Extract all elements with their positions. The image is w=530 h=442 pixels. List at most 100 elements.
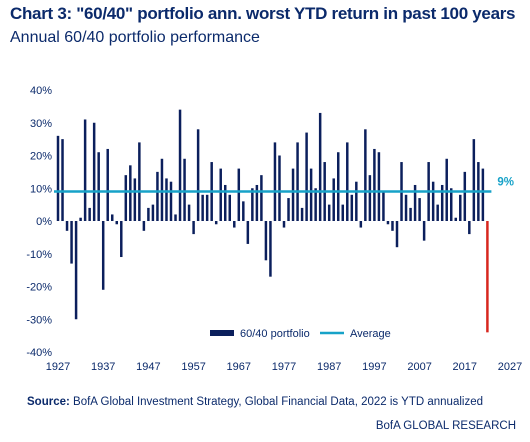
bar-2018 bbox=[468, 221, 471, 235]
x-tick-label: 1987 bbox=[317, 361, 341, 373]
average-label: 9% bbox=[497, 177, 514, 189]
bar-1957 bbox=[192, 221, 195, 235]
y-tick-label: -30% bbox=[26, 314, 52, 326]
bar-1935 bbox=[92, 122, 96, 221]
bar-2019 bbox=[472, 139, 476, 221]
bar-1941 bbox=[120, 221, 123, 258]
bar-1995 bbox=[364, 129, 367, 221]
legend-swatch-portfolio bbox=[210, 330, 234, 336]
bar-1960 bbox=[205, 194, 209, 221]
bar-1936 bbox=[97, 152, 100, 221]
bar-2011 bbox=[436, 204, 439, 221]
bar-1958 bbox=[196, 129, 200, 221]
bar-1966 bbox=[233, 221, 236, 228]
bar-1965 bbox=[228, 194, 232, 221]
bar-1975 bbox=[273, 142, 277, 221]
bar-1930 bbox=[70, 221, 73, 264]
bar-1947 bbox=[147, 207, 150, 221]
bar-1971 bbox=[255, 184, 259, 221]
bar-1993 bbox=[355, 181, 358, 221]
bar-1983 bbox=[309, 168, 313, 221]
x-axis: 1927 1937 1947 1957 1967 1977 1987 1997 2007 2017… bbox=[46, 361, 522, 373]
x-tick-label: 2007 bbox=[407, 361, 431, 373]
y-tick-label: 30% bbox=[30, 118, 52, 130]
bar-2001 bbox=[391, 221, 394, 231]
y-tick-label: 10% bbox=[30, 183, 52, 195]
bar-2006 bbox=[413, 184, 417, 221]
legend-label-average: Average bbox=[350, 328, 391, 340]
x-tick-label: 1927 bbox=[46, 361, 70, 373]
bars bbox=[56, 109, 489, 333]
bar-2004 bbox=[404, 194, 408, 221]
bar-1931 bbox=[74, 221, 78, 320]
bar-2017 bbox=[463, 171, 467, 221]
bar-1998 bbox=[377, 152, 381, 221]
bar-1953 bbox=[174, 214, 177, 221]
bar-1962 bbox=[214, 221, 218, 225]
bar-1992 bbox=[350, 194, 354, 221]
bar-2021 bbox=[481, 168, 485, 221]
bar-1973 bbox=[264, 221, 268, 261]
y-tick-label: -10% bbox=[26, 249, 52, 261]
bar-2005 bbox=[409, 207, 412, 221]
bar-1967 bbox=[237, 168, 241, 221]
bar-1990 bbox=[341, 204, 345, 221]
bar-1951 bbox=[165, 178, 168, 221]
bar-1955 bbox=[183, 158, 186, 221]
bar-1974 bbox=[269, 221, 272, 277]
bar-2010 bbox=[431, 181, 435, 221]
bar-1987 bbox=[327, 204, 331, 221]
y-tick-label: 0% bbox=[36, 216, 52, 228]
x-tick-label: 1967 bbox=[227, 361, 251, 373]
bar-1997 bbox=[373, 148, 376, 221]
x-tick-label: 1947 bbox=[136, 361, 160, 373]
bar-1940 bbox=[115, 221, 119, 225]
bar-1989 bbox=[336, 152, 340, 221]
bar-1959 bbox=[201, 194, 204, 221]
bar-2022 bbox=[486, 221, 489, 333]
legend-label-portfolio: 60/40 portfolio bbox=[240, 328, 310, 340]
bar-1946 bbox=[142, 221, 146, 231]
bar-1944 bbox=[133, 178, 137, 221]
source-note: Source: BofA Global Investment Strategy,… bbox=[27, 396, 483, 408]
chart-subtitle: Annual 60/40 portfolio performance bbox=[10, 29, 260, 46]
bar-1978 bbox=[287, 198, 290, 221]
bar-1970 bbox=[251, 188, 254, 221]
x-tick-label: 1957 bbox=[181, 361, 205, 373]
bar-1928 bbox=[61, 139, 64, 221]
bar-1964 bbox=[223, 184, 227, 221]
bar-1949 bbox=[156, 171, 159, 221]
bar-1976 bbox=[278, 155, 281, 221]
bar-2012 bbox=[440, 184, 444, 221]
bar-1954 bbox=[178, 109, 182, 221]
bar-1939 bbox=[110, 214, 114, 221]
bar-1938 bbox=[106, 148, 109, 221]
y-tick-label: 20% bbox=[30, 151, 52, 163]
bar-2013 bbox=[445, 158, 448, 221]
bar-2007 bbox=[418, 198, 421, 221]
x-tick-label: 2027 bbox=[498, 361, 522, 373]
x-tick-label: 1977 bbox=[272, 361, 296, 373]
bar-2016 bbox=[459, 194, 462, 221]
bar-1929 bbox=[65, 221, 69, 231]
bar-1950 bbox=[160, 158, 164, 221]
bar-1933 bbox=[83, 119, 87, 221]
bar-1972 bbox=[260, 175, 263, 221]
bar-1927 bbox=[56, 135, 60, 221]
bar-1952 bbox=[169, 181, 173, 221]
chart-title: Chart 3: "60/40" portfolio ann. worst YT… bbox=[10, 4, 516, 23]
bar-2015 bbox=[454, 217, 458, 221]
bar-1932 bbox=[79, 217, 82, 221]
bar-1991 bbox=[346, 142, 349, 221]
source-label: Source: bbox=[27, 396, 70, 408]
bar-2000 bbox=[386, 221, 390, 225]
legend: 60/40 portfolio Average bbox=[210, 328, 391, 340]
bar-1943 bbox=[129, 165, 132, 221]
bar-1977 bbox=[282, 221, 286, 228]
bar-1948 bbox=[151, 204, 155, 221]
bar-1985 bbox=[318, 112, 322, 221]
bar-1937 bbox=[101, 221, 105, 290]
bar-1981 bbox=[300, 207, 304, 221]
bar-1942 bbox=[124, 175, 128, 221]
bar-1945 bbox=[138, 142, 141, 221]
